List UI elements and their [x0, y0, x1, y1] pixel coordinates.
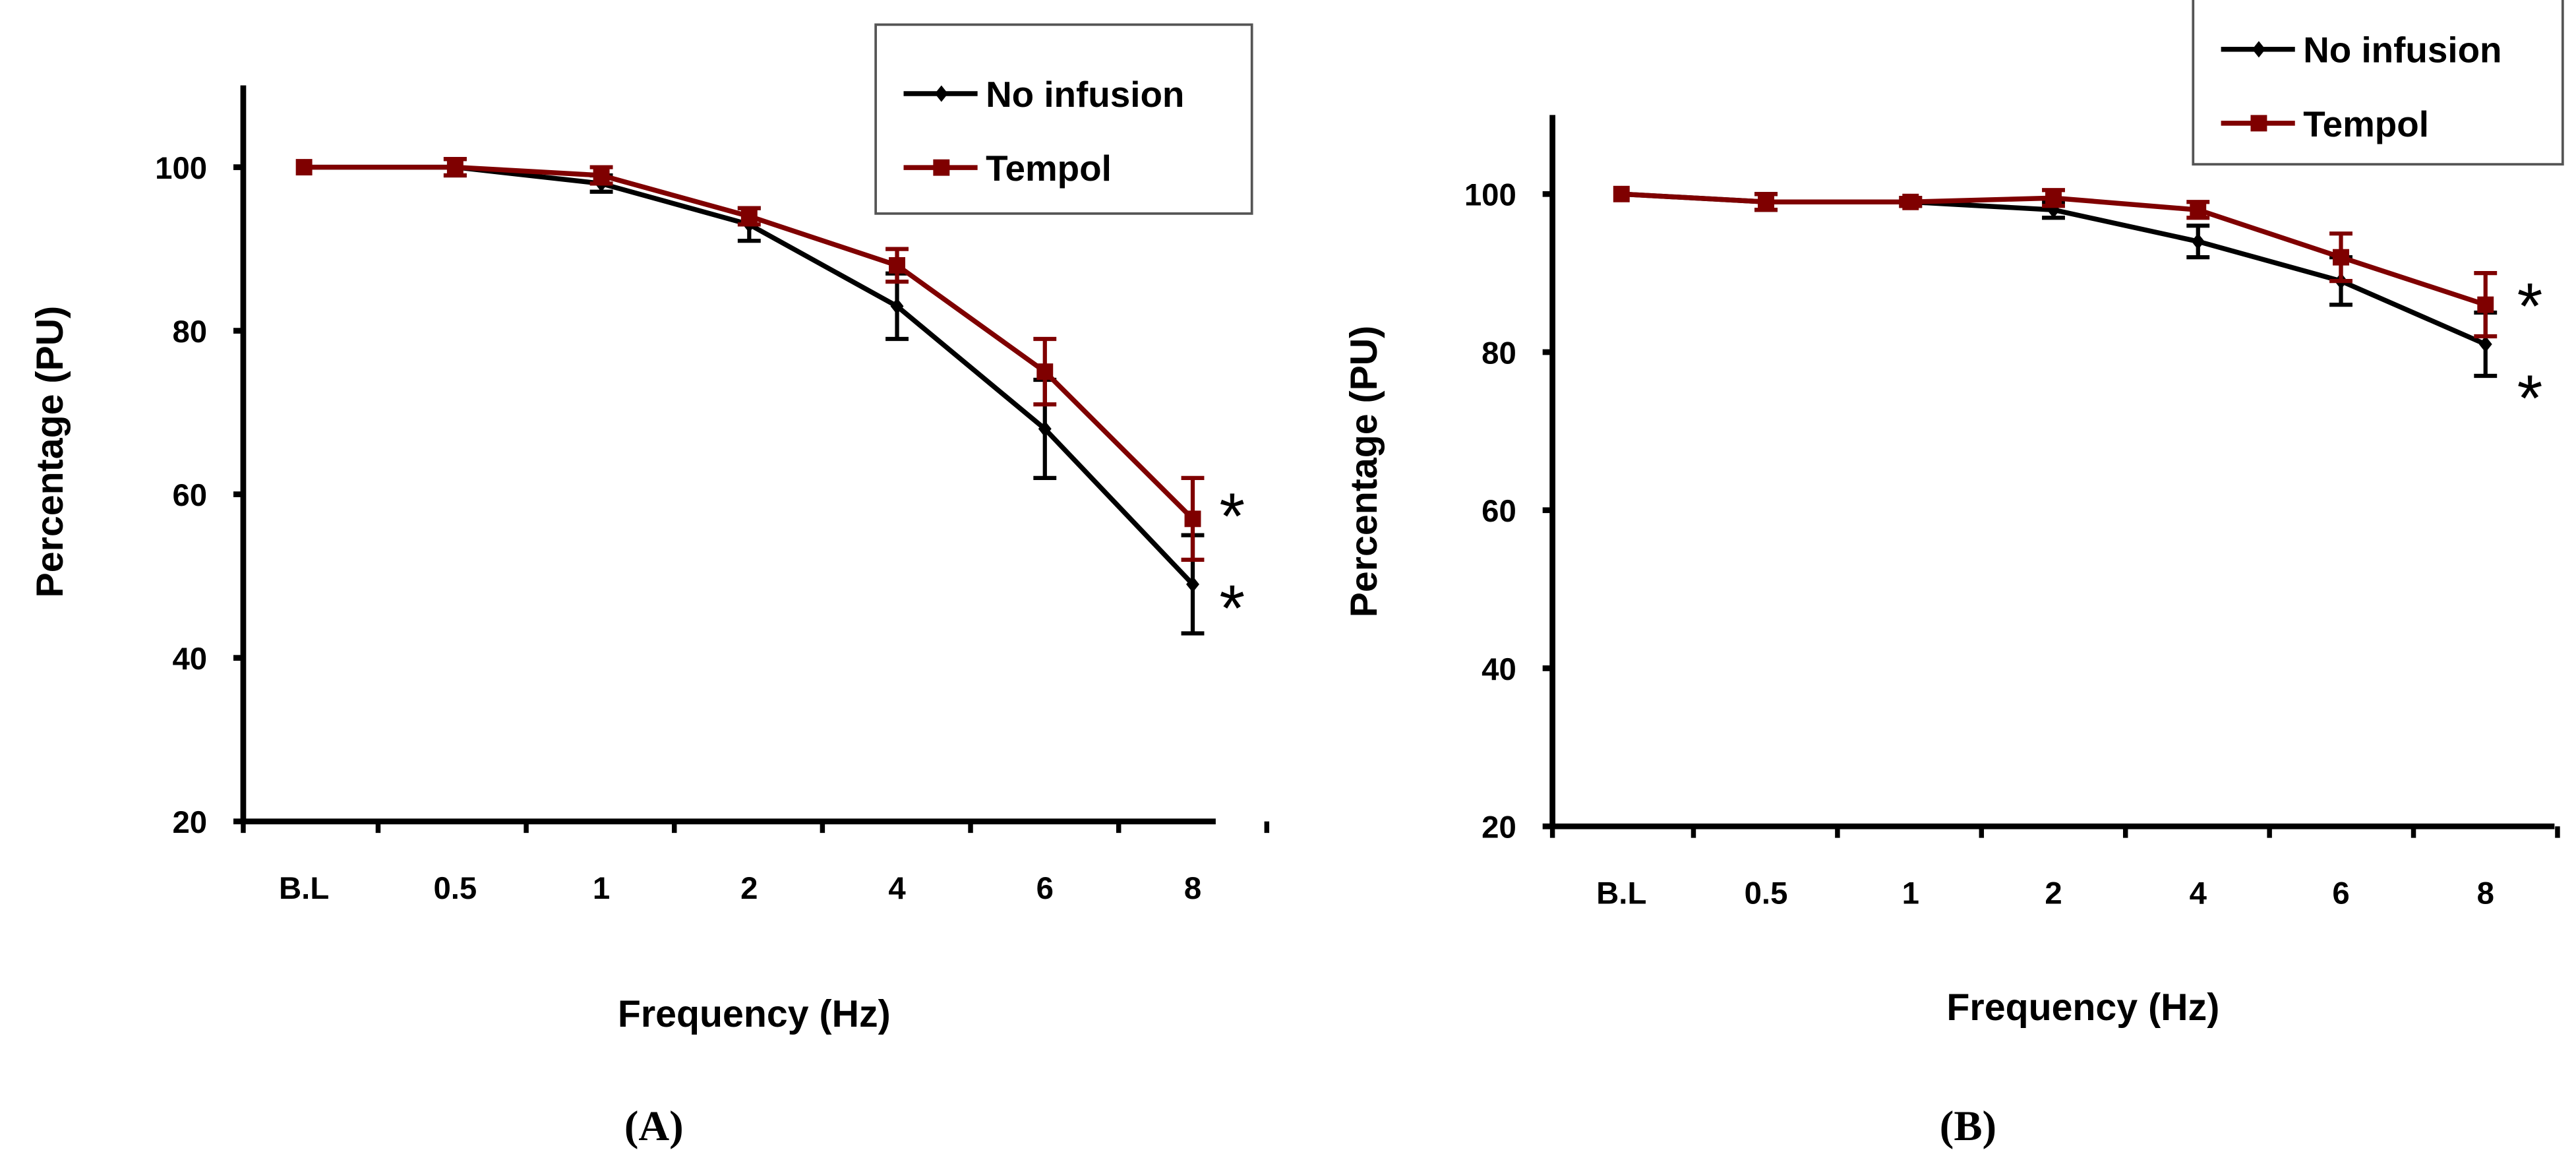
y-tick-label: 100	[155, 151, 207, 186]
panel-label: (A)	[624, 1103, 684, 1150]
x-axis-label: Frequency (Hz)	[618, 993, 891, 1035]
x-tick-label: 0.5	[1745, 876, 1788, 911]
legend: No infusion Tempol	[874, 23, 1253, 215]
y-axis-label: Percentage (PU)	[29, 306, 71, 598]
y-tick-label: 40	[172, 642, 207, 677]
x-tick-label: 2	[2045, 876, 2062, 911]
x-tick-label: 8	[2477, 876, 2494, 911]
data-point	[2045, 189, 2062, 206]
data-point	[1184, 510, 1201, 528]
x-tick-label: 1	[593, 871, 610, 906]
y-tick-label: 40	[1482, 652, 1516, 687]
x-tick-label: 4	[2190, 876, 2207, 911]
legend-marker	[934, 85, 948, 102]
data-point	[1902, 193, 1919, 210]
x-tick-label: B.L	[1596, 876, 1646, 911]
significance-asterisk: *	[2517, 270, 2543, 343]
series-no-infusion	[1615, 185, 2498, 378]
legend: No infusion Tempol	[2192, 0, 2564, 166]
legend-label: Tempol	[2303, 104, 2429, 144]
data-point	[889, 257, 905, 274]
y-tick-label: 80	[1482, 336, 1516, 371]
significance-asterisk: *	[1219, 572, 1245, 646]
data-point	[2477, 296, 2494, 313]
x-tick-label: 0.5	[433, 871, 477, 906]
y-tick-label: 100	[1464, 178, 1516, 213]
legend-label: No infusion	[986, 74, 1184, 115]
data-point	[593, 167, 610, 184]
series-tempol	[295, 157, 1205, 562]
chart-panel-b: 20 40 60 80 100 B.L 0.5 1 2 4 6 8 * * No infusion Tempo…	[1343, 0, 2564, 1150]
data-point	[1613, 185, 1630, 202]
data-point	[1186, 576, 1199, 593]
panel-label: (B)	[1940, 1103, 1996, 1150]
x-tick-label: 6	[2332, 876, 2349, 911]
data-point	[740, 208, 758, 225]
legend-box	[2192, 0, 2564, 166]
legend-marker	[933, 159, 950, 176]
y-tick-label: 80	[172, 315, 207, 349]
legend-marker	[2250, 115, 2267, 132]
y-tick-label: 60	[172, 478, 207, 513]
y-tick-label: 60	[1482, 494, 1516, 529]
y-tick-label: 20	[172, 805, 207, 840]
x-tick-label: 4	[888, 871, 906, 906]
legend-label: Tempol	[986, 148, 1112, 189]
data-point	[2191, 233, 2205, 250]
series-tempol	[1613, 185, 2498, 339]
legend-label: No infusion	[2303, 30, 2501, 71]
y-tick-label: 20	[1482, 810, 1516, 845]
x-tick-label: 8	[1184, 871, 1201, 906]
x-tick-label: 1	[1902, 876, 1919, 911]
data-point	[1758, 193, 1774, 210]
data-point	[2190, 201, 2207, 218]
significance-asterisk: *	[1219, 480, 1245, 553]
data-point	[2478, 336, 2492, 353]
data-point	[1038, 420, 1052, 437]
data-point	[2333, 249, 2349, 266]
x-tick-label: B.L	[279, 871, 329, 906]
chart-panel-a: 20 40 60 80 100 B.L 0.5 1 2 4 6 8 * * No infusion Tempo…	[29, 23, 1270, 1150]
data-point	[446, 159, 464, 176]
data-point	[1036, 363, 1054, 380]
legend-box	[874, 23, 1253, 215]
data-point	[295, 159, 313, 176]
x-axis-label: Frequency (Hz)	[1946, 986, 2219, 1029]
y-axis-label: Percentage (PU)	[1343, 326, 1385, 618]
x-tick-label: 6	[1036, 871, 1054, 906]
x-tick-label: 2	[740, 871, 758, 906]
significance-asterisk: *	[2517, 362, 2543, 435]
